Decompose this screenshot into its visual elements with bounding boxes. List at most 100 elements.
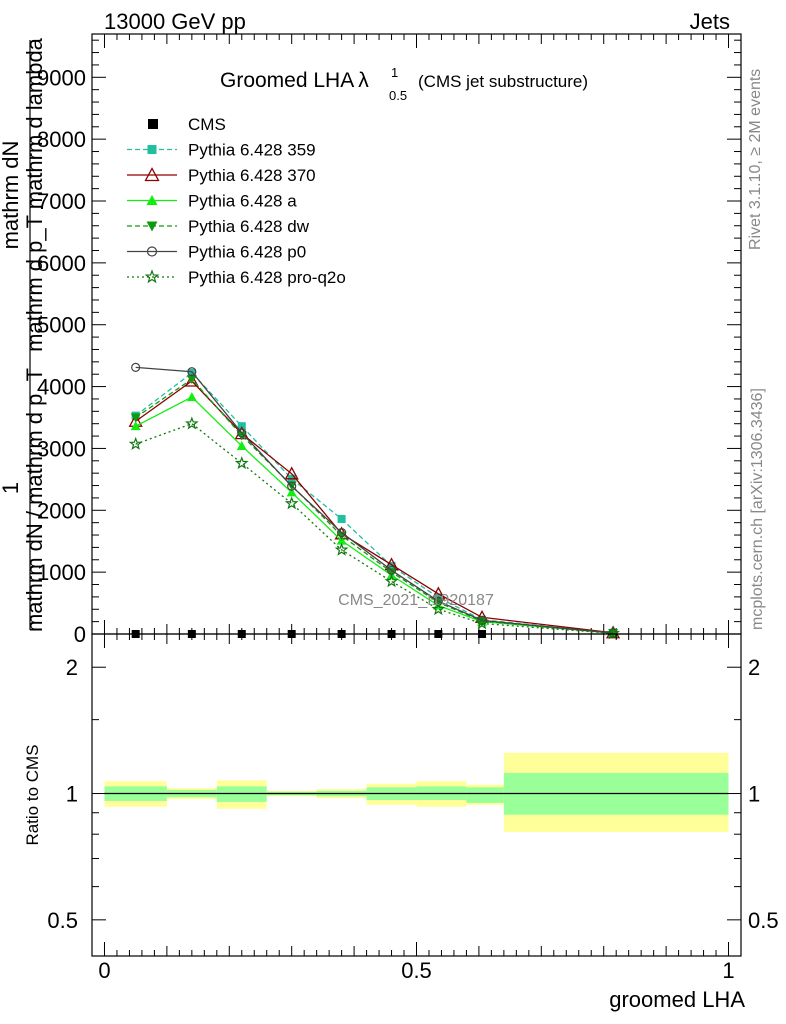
series-point <box>386 568 397 578</box>
ratio-y-tick-label-right: 1 <box>748 782 760 807</box>
ratio-y-tick-label: 1 <box>66 782 78 807</box>
legend-swatch-marker <box>147 145 157 154</box>
main-y-tick-label: 3000 <box>37 436 86 461</box>
legend-swatch-marker <box>146 221 158 232</box>
series-point <box>236 431 247 441</box>
ratio-y-tick-label: 0.5 <box>47 908 78 933</box>
legend-label: Pythia 6.428 359 <box>188 141 316 160</box>
main-y-tick-label: 8000 <box>37 127 86 152</box>
ratio-inner-band <box>216 786 267 802</box>
main-y-ticks: 0 1000 2000 3000 4000 5000 6000 7000 8000 9000 <box>37 34 741 647</box>
series-point <box>334 542 349 556</box>
mcplots-label: mcplots.cern.ch [arXiv:1306.3436] <box>749 388 766 630</box>
plot-title: Groomed LHA λ 1 0.5 (CMS jet substructure… <box>220 65 588 103</box>
main-y-label: 1 mathrm dN / mathrm d p_T mathrm dN mat… <box>0 37 47 632</box>
ratio-y-label: Ratio to CMS <box>23 744 42 845</box>
main-y-tick-label: 4000 <box>37 375 86 400</box>
series-point <box>130 413 141 423</box>
series-point <box>284 496 299 510</box>
series-point <box>128 436 143 450</box>
series-point <box>337 527 347 538</box>
series-point <box>237 422 246 431</box>
watermark: CMS_2021_I1920187 <box>338 592 494 609</box>
x-tick-label: 0.5 <box>401 958 432 983</box>
legend-entry: Pythia 6.428 dw <box>127 217 310 236</box>
main-y-tick-label: 5000 <box>37 313 86 338</box>
main-y-tick-label: 9000 <box>37 65 86 90</box>
ratio-y-tick-label-right: 0.5 <box>748 908 779 933</box>
title-note: (CMS jet substructure) <box>418 72 588 91</box>
legend-label: Pythia 6.428 p0 <box>188 243 306 262</box>
y-label-denominator: mathrm d p_T mathrm d lambda <box>22 37 47 352</box>
series-point <box>606 626 620 640</box>
series-point <box>234 456 249 470</box>
legend-label: CMS <box>188 115 226 134</box>
series-point <box>131 362 141 373</box>
energy-label: 13000 GeV pp <box>104 9 246 34</box>
series-point <box>337 514 346 523</box>
series-point <box>384 574 399 588</box>
main-plot-panel: 0 1000 2000 3000 4000 5000 6000 7000 8000 9000 CM… <box>37 33 742 647</box>
legend-label: Pythia 6.428 370 <box>188 166 316 185</box>
legend-entry: Pythia 6.428 p0 <box>127 243 306 262</box>
y-label-left-denominator: mathrm dN / mathrm d p_T <box>22 368 47 632</box>
series-point <box>237 428 247 438</box>
series-point <box>475 616 489 630</box>
title-main: Groomed LHA <box>220 69 354 92</box>
x-tick-label: 0 <box>98 958 110 983</box>
legend-swatch <box>148 119 158 129</box>
series-line <box>135 366 614 634</box>
ratio-y-tick-label: 2 <box>66 655 78 680</box>
series-pythia-6-428-pro-q2o <box>128 416 620 640</box>
ratio-inner-band <box>466 787 504 803</box>
title-lambda: λ <box>358 69 369 92</box>
rivet-version-label: Rivet 3.1.10, ≥ 2M events <box>747 69 764 250</box>
ratio-y-tick-label-right: 2 <box>748 655 760 680</box>
series-point <box>431 602 446 616</box>
series-point <box>236 440 247 450</box>
series-point <box>287 481 297 491</box>
ratio-frame <box>91 633 742 957</box>
main-y-tick-label: 7000 <box>37 189 86 214</box>
ratio-plot-panel: 0.5 0.5 1 1 2 2 0 0.5 1 Ratio to CMS groomed LHA <box>23 633 779 1012</box>
legend-label: Pythia 6.428 pro-q2o <box>188 268 346 287</box>
title-sub: 0.5 <box>389 88 407 103</box>
series-point <box>186 375 197 385</box>
legend-entry: CMS <box>148 115 226 134</box>
legend-swatch-marker <box>146 195 158 205</box>
series-point <box>130 421 141 431</box>
series-point <box>286 487 297 497</box>
legend-swatch-marker <box>146 246 158 257</box>
main-y-tick-label: 1000 <box>37 560 86 585</box>
legend-swatch-marker <box>144 269 160 284</box>
main-series-lines <box>128 362 621 640</box>
series-point <box>186 392 197 402</box>
series-point <box>187 367 197 377</box>
legend-entry: Pythia 6.428 a <box>127 192 297 211</box>
x-tick-label: 1 <box>722 958 734 983</box>
process-label: Jets <box>690 9 730 34</box>
series-point <box>187 368 196 377</box>
y-label-numerator: mathrm dN <box>0 141 23 250</box>
main-y-tick-label: 0 <box>74 622 86 647</box>
main-y-tick-label: 6000 <box>37 251 86 276</box>
ratio-axis-ticks: 0.5 0.5 1 1 2 2 0 0.5 1 <box>47 634 779 983</box>
x-axis-label: groomed LHA <box>609 987 745 1012</box>
legend-label: Pythia 6.428 dw <box>188 217 310 236</box>
title-sup: 1 <box>391 65 398 80</box>
legend-entry: Pythia 6.428 359 <box>127 141 316 160</box>
y-label-left-numerator: 1 <box>0 482 23 494</box>
series-line <box>135 422 614 635</box>
legend-entry: Pythia 6.428 370 <box>127 166 316 185</box>
legend-entry: Pythia 6.428 pro-q2o <box>127 268 346 287</box>
series-point <box>184 416 199 430</box>
series-pythia-6-428-p0 <box>131 362 618 638</box>
legend-label: Pythia 6.428 a <box>188 192 297 211</box>
legend: CMS Pythia 6.428 359 Pythia 6.428 370 Pythi… <box>127 115 346 287</box>
ratio-uncertainty-bands <box>104 752 729 832</box>
main-y-tick-label: 2000 <box>37 498 86 523</box>
legend-swatch-marker <box>144 167 160 182</box>
series-point <box>284 466 299 480</box>
